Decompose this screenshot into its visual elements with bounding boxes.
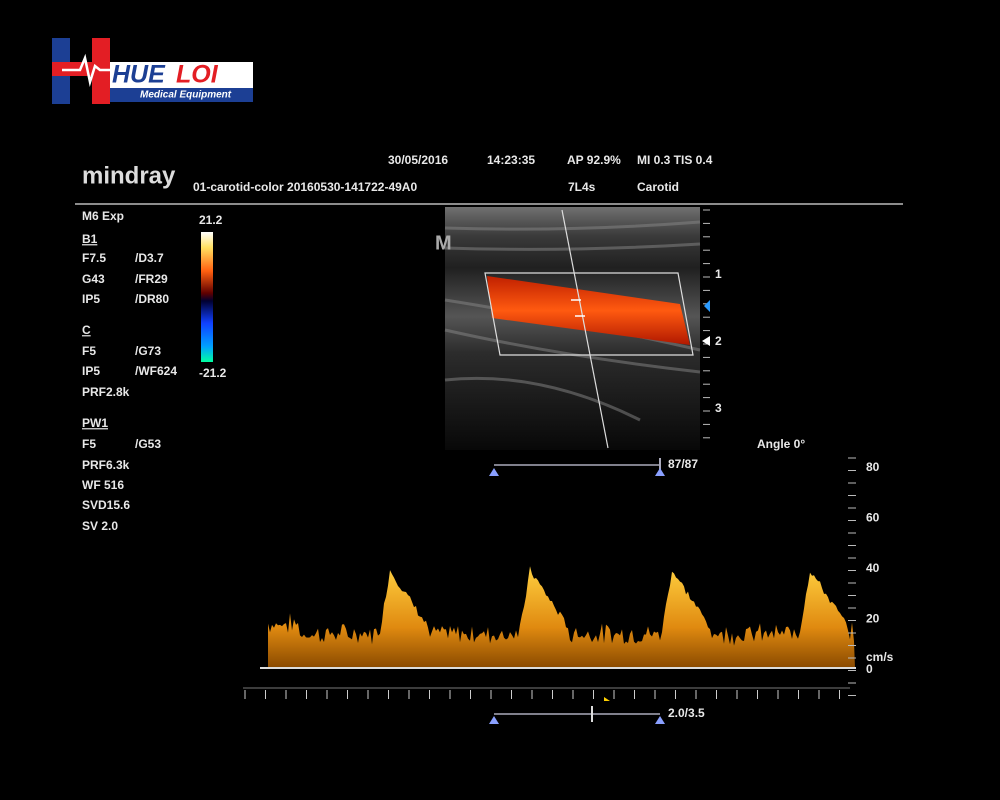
acoustic-power: AP 92.9%	[567, 153, 621, 167]
sweep-value: 2.0/3.5	[668, 706, 705, 720]
parameter: /D3.7	[135, 251, 164, 265]
logo-brand-2: LOI	[176, 61, 219, 89]
parameter: C	[82, 323, 91, 337]
angle: Angle 0°	[757, 437, 805, 451]
parameter: /G53	[135, 437, 161, 451]
velocity-label: 60	[866, 511, 880, 525]
parameter: /DR80	[135, 292, 169, 306]
logo-brand-1: HUE	[112, 61, 166, 89]
image-marker: M	[435, 232, 452, 254]
parameter: /WF624	[135, 364, 177, 378]
b-mode-image: M 1 2 3	[435, 207, 722, 450]
velocity-label: 80	[866, 460, 880, 474]
file-name: 01-carotid-color 20160530-141722-49A0	[193, 180, 417, 194]
preset: Carotid	[637, 180, 679, 194]
parameter: WF 516	[82, 478, 124, 492]
parameter-panel: M6 Exp B1 F7.5/D3.7 G43/FR29 IP5/DR80 C F5/G73…	[82, 209, 177, 533]
parameter: F5	[82, 437, 96, 451]
time-axis	[243, 687, 850, 699]
vendor: mindray	[82, 162, 176, 189]
parameter: /G73	[135, 344, 161, 358]
logo-pulse	[62, 53, 132, 87]
parameter: /FR29	[135, 272, 168, 286]
color-bar	[201, 232, 213, 362]
depth-label: 1	[715, 267, 722, 281]
parameter: F5	[82, 344, 96, 358]
color-scale-min: -21.2	[199, 366, 227, 380]
time: 14:23:35	[487, 153, 535, 167]
depth-label: 2	[715, 334, 722, 348]
doppler-cursor	[561, 209, 609, 449]
parameter: G43	[82, 272, 105, 286]
parameter: PRF2.8k	[82, 385, 130, 399]
color-flow	[487, 276, 690, 345]
time-marker	[604, 697, 610, 701]
velocity-scale: 80 60 40 20 0cm/s	[848, 457, 894, 696]
depth-scale: 1 2 3	[703, 209, 722, 439]
doppler-spectrum	[268, 566, 855, 668]
velocity-unit: cm/s	[866, 650, 894, 664]
logo-tag-plate	[110, 88, 253, 102]
velocity-label: 20	[866, 612, 880, 626]
gate-value: 87/87	[668, 457, 698, 471]
parameter: F7.5	[82, 251, 106, 265]
velocity-label: 0	[866, 662, 873, 676]
focus-marker	[704, 300, 710, 312]
parameter: PW1	[82, 416, 108, 430]
probe: 7L4s	[568, 180, 596, 194]
gate-right	[655, 468, 665, 476]
sample-volume	[571, 299, 585, 317]
depth-label: 3	[715, 401, 722, 415]
color-box	[484, 272, 694, 356]
parameter: IP5	[82, 292, 100, 306]
logo: HUE LOI Medical Equipment	[52, 38, 253, 104]
parameter: SVD15.6	[82, 498, 130, 512]
date: 30/05/2016	[388, 153, 448, 167]
parameter: PRF6.3k	[82, 458, 130, 472]
logo-plate	[110, 62, 253, 88]
color-scale-max: 21.2	[199, 213, 223, 227]
sweep-right	[655, 716, 665, 724]
parameter: IP5	[82, 364, 100, 378]
baseline-marker	[702, 336, 710, 346]
logo-tagline: Medical Equipment	[140, 90, 232, 101]
parameter: M6 Exp	[82, 209, 124, 223]
parameter: SV 2.0	[82, 519, 118, 533]
gate-left	[489, 468, 499, 476]
sweep-left	[489, 716, 499, 724]
mi-tis: MI 0.3 TIS 0.4	[637, 153, 713, 167]
parameter: B1	[82, 232, 98, 246]
velocity-label: 40	[866, 561, 880, 575]
